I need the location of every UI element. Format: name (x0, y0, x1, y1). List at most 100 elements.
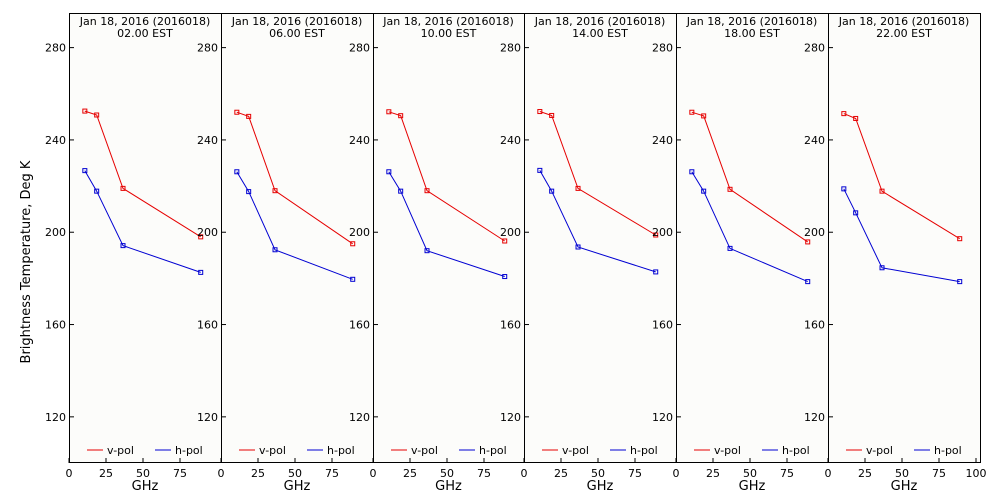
data-point-h-pol (549, 188, 555, 194)
y-tick-label: 200 (45, 226, 66, 239)
y-tick-label: 240 (197, 134, 218, 147)
data-point-h-pol (727, 245, 733, 251)
y-tick-label: 280 (349, 42, 370, 55)
panels: 120 160 200 240 280 0 25 50 75 GHz Jan 18, 2016 (2… (45, 13, 987, 494)
panel-background (373, 13, 524, 463)
x-tick-label: 75 (477, 467, 491, 480)
y-tick-label: 280 (197, 42, 218, 55)
data-point-v-pol (575, 185, 581, 191)
x-tick-label: 50 (895, 467, 909, 480)
x-tick-label: 0 (825, 467, 832, 480)
data-point-v-pol (502, 238, 508, 244)
panel-1: 120 160 200 240 280 0 25 50 75 GHz Jan 18, 2016 (2… (45, 13, 222, 494)
y-tick-label: 280 (45, 42, 66, 55)
panel-4: 120 160 200 240 280 0 25 50 75 GHz Jan 18, 2016 (2… (500, 13, 677, 494)
y-tick-label: 280 (804, 42, 825, 55)
data-point-v-pol (805, 239, 811, 245)
x-tick-label: 75 (932, 467, 946, 480)
series-line-v-pol (84, 110, 201, 238)
y-tick-label: 280 (652, 42, 673, 55)
data-point-v-pol (94, 112, 100, 118)
panel-frame (828, 13, 981, 463)
x-tick-label: 50 (288, 467, 302, 480)
data-point-v-pol (234, 109, 240, 115)
data-point-v-pol (879, 188, 885, 194)
panel-2: 120 160 200 240 280 0 25 50 75 GHz Jan 18, 2016 (2… (197, 13, 374, 494)
series-line-h-pol (84, 170, 201, 273)
data-point-h-pol (246, 189, 252, 195)
y-tick-label: 120 (500, 411, 521, 424)
panel-6: 120 160 200 240 280 0 25 50 75 100 GHz Jan 18, 2016… (804, 13, 987, 494)
data-point-h-pol (689, 169, 695, 175)
data-point-h-pol (350, 276, 356, 282)
y-axis-label: Brightness Temperature, Deg K (19, 160, 34, 363)
data-point-h-pol (82, 168, 88, 174)
x-axis-label: GHz (739, 479, 766, 494)
panel-title-date: Jan 18, 2016 (2016018) (382, 15, 514, 28)
legend-label-v-pol: v-pol (866, 444, 893, 457)
panel-title-time: 02.00 EST (117, 27, 173, 40)
x-tick-label: 75 (173, 467, 187, 480)
data-point-v-pol (689, 109, 695, 115)
y-tick-label: 200 (349, 226, 370, 239)
x-tick-label: 25 (251, 467, 265, 480)
data-point-h-pol (386, 169, 392, 175)
data-point-v-pol (120, 185, 126, 191)
y-tick-label: 200 (804, 226, 825, 239)
x-tick-label: 25 (554, 467, 568, 480)
data-point-h-pol (502, 274, 508, 280)
legend-label-v-pol: v-pol (562, 444, 589, 457)
y-tick-label: 200 (197, 226, 218, 239)
x-axis-label: GHz (284, 479, 311, 494)
series-line-h-pol (539, 170, 656, 273)
panel-5: 120 160 200 240 280 0 25 50 75 GHz Jan 18, 2016 (2… (652, 13, 829, 494)
data-point-h-pol (120, 243, 126, 249)
data-point-v-pol (350, 241, 356, 247)
x-tick-label: 75 (325, 467, 339, 480)
y-tick-label: 240 (500, 134, 521, 147)
legend-label-v-pol: v-pol (411, 444, 438, 457)
x-tick-label: 75 (780, 467, 794, 480)
panel-title-date: Jan 18, 2016 (2016018) (838, 15, 970, 28)
data-point-v-pol (272, 188, 278, 194)
y-tick-label: 240 (45, 134, 66, 147)
x-axis-label: GHz (587, 479, 614, 494)
x-tick-label: 25 (99, 467, 113, 480)
series-line-h-pol (236, 171, 353, 280)
series-line-v-pol (236, 111, 353, 245)
panel-title-time: 14.00 EST (572, 27, 628, 40)
panel-title-time: 10.00 EST (421, 27, 477, 40)
data-point-h-pol (853, 210, 859, 216)
legend-label-v-pol: v-pol (259, 444, 286, 457)
data-point-v-pol (386, 109, 392, 115)
y-tick-label: 160 (349, 319, 370, 332)
x-tick-label: 100 (966, 467, 987, 480)
x-tick-label: 75 (628, 467, 642, 480)
series-line-v-pol (843, 113, 960, 240)
panel-title-time: 18.00 EST (724, 27, 780, 40)
y-tick-label: 120 (197, 411, 218, 424)
panel-3: 120 160 200 240 280 0 25 50 75 GHz Jan 18, 2016 (2… (349, 13, 525, 494)
x-tick-label: 0 (218, 467, 225, 480)
x-tick-label: 50 (743, 467, 757, 480)
x-axis-label: GHz (435, 479, 462, 494)
data-point-h-pol (198, 269, 204, 275)
series-line-h-pol (691, 171, 808, 283)
x-tick-label: 50 (440, 467, 454, 480)
data-point-v-pol (246, 113, 252, 119)
y-tick-label: 160 (45, 319, 66, 332)
data-point-h-pol (272, 247, 278, 253)
y-tick-label: 280 (500, 42, 521, 55)
y-tick-label: 160 (804, 319, 825, 332)
series-line-h-pol (388, 171, 505, 277)
y-tick-label: 160 (652, 319, 673, 332)
panel-title-date: Jan 18, 2016 (2016018) (79, 15, 211, 28)
y-tick-label: 200 (652, 226, 673, 239)
y-tick-label: 240 (652, 134, 673, 147)
data-point-h-pol (957, 279, 963, 285)
x-tick-label: 0 (521, 467, 528, 480)
data-point-h-pol (841, 186, 847, 192)
y-tick-label: 120 (349, 411, 370, 424)
data-point-h-pol (94, 188, 100, 194)
